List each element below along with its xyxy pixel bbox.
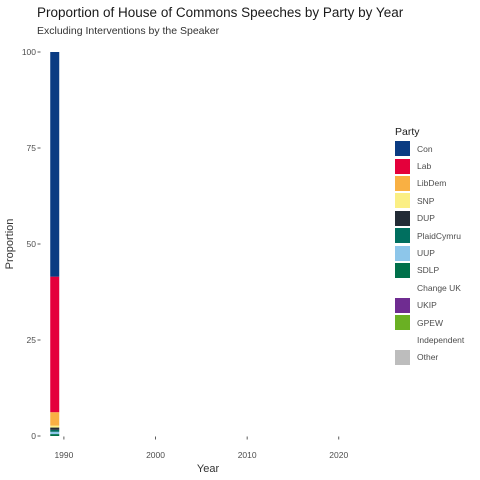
legend-item: UUP <box>395 244 464 261</box>
y-tick-label: 25 <box>27 335 37 345</box>
bar-plaidcymru-1989 <box>50 429 60 432</box>
legend-item: Lab <box>395 157 464 174</box>
legend-swatch <box>395 141 410 157</box>
bar-con-1989 <box>50 52 60 277</box>
y-tick-label: 50 <box>27 239 37 249</box>
legend-label: PlaidCymru <box>417 230 461 241</box>
legend-item: GPEW <box>395 314 464 331</box>
legend-label: UKIP <box>417 300 437 311</box>
x-tick-label: 2000 <box>146 450 165 460</box>
chart-subtitle: Excluding Interventions by the Speaker <box>37 25 220 37</box>
bar-sdlp-1989 <box>50 434 60 436</box>
legend-item: Change UK <box>395 279 464 296</box>
legend-swatch <box>395 210 410 226</box>
legend-title: Party <box>395 126 420 138</box>
bar-dup-1989 <box>50 427 60 430</box>
legend-label: Con <box>417 143 433 154</box>
legend-swatch <box>395 332 410 348</box>
legend-item: LibDem <box>395 175 464 192</box>
legend-item: Independent <box>395 331 464 348</box>
legend-item: PlaidCymru <box>395 227 464 244</box>
legend: Party Con Lab LibDem SNP DUP PlaidCymru UUP SDL… <box>395 124 464 366</box>
x-axis: 1990 2000 2010 2020 <box>54 436 348 460</box>
legend-label: Change UK <box>417 282 461 293</box>
legend-label: LibDem <box>417 178 447 189</box>
y-tick-label: 0 <box>31 431 36 441</box>
x-tick-label: 1990 <box>54 450 73 460</box>
legend-item: SDLP <box>395 262 464 279</box>
x-axis-label: Year <box>197 463 220 475</box>
legend-label: DUP <box>417 213 435 224</box>
chart-title: Proportion of House of Commons Speeches … <box>37 5 404 20</box>
legend-swatch <box>395 349 410 365</box>
legend-item: Con <box>395 140 464 157</box>
legend-swatch <box>395 193 410 209</box>
legend-label: SNP <box>417 195 435 206</box>
y-axis-label: Proportion <box>4 219 16 270</box>
bar-libdem-1989 <box>50 412 60 426</box>
legend-swatch <box>395 245 410 261</box>
legend-label: UUP <box>417 248 435 259</box>
legend-item: SNP <box>395 192 464 209</box>
bar-stack <box>50 52 60 436</box>
legend-item: Other <box>395 349 464 366</box>
legend-swatch <box>395 280 410 296</box>
bar-snp-1989 <box>50 425 60 428</box>
legend-swatch <box>395 175 410 191</box>
bar-uup-1989 <box>50 431 60 435</box>
legend-swatch <box>395 315 410 331</box>
legend-label: Other <box>417 352 439 363</box>
y-axis: 0 25 50 75 100 <box>22 47 41 441</box>
legend-swatch <box>395 262 410 278</box>
y-tick-label: 100 <box>22 47 36 57</box>
y-tick-label: 75 <box>27 143 37 153</box>
legend-label: SDLP <box>417 265 440 276</box>
bar-lab-1989 <box>50 276 60 413</box>
legend-item: UKIP <box>395 297 464 314</box>
legend-swatch <box>395 228 410 244</box>
legend-swatch <box>395 158 410 174</box>
legend-label: Independent <box>417 334 465 345</box>
legend-label: GPEW <box>417 317 443 328</box>
x-tick-label: 2020 <box>329 450 348 460</box>
legend-swatch <box>395 297 410 313</box>
legend-label: Lab <box>417 161 432 172</box>
x-tick-label: 2010 <box>238 450 257 460</box>
legend-item: DUP <box>395 210 464 227</box>
